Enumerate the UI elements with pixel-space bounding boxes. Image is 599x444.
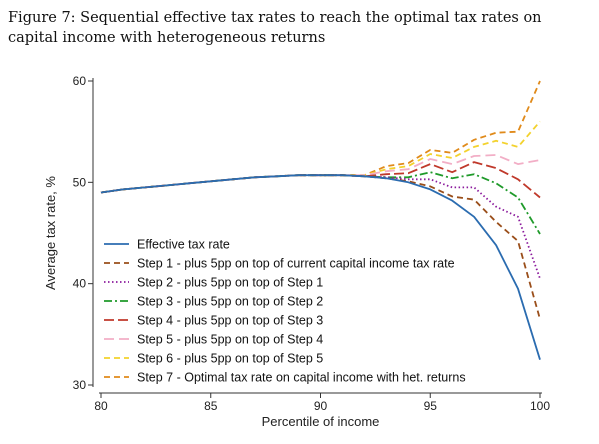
series-line-5 — [100, 161, 541, 199]
chart-axes: 30 40 50 60 80 85 90 95 100 — [73, 74, 551, 413]
legend-label-7: Step 6 - plus 5pp on top of Step 5 — [137, 352, 323, 366]
y-axis-label: Average tax rate, % — [43, 176, 58, 290]
x-tick-label: 100 — [530, 399, 550, 413]
series-line-7 — [100, 120, 541, 194]
figure-caption: Figure 7: Sequential effective tax rates… — [8, 10, 542, 46]
y-tick-label: 50 — [73, 175, 87, 189]
chart-series-lines — [100, 80, 541, 360]
x-tick-label: 90 — [314, 399, 328, 413]
legend-label-1: Effective tax rate — [137, 238, 230, 252]
legend-label-4: Step 3 - plus 5pp on top of Step 2 — [137, 295, 323, 309]
series-line-1 — [100, 174, 541, 360]
chart-legend: Effective tax rate Step 1 - plus 5pp on t… — [104, 238, 466, 385]
x-tick-label: 80 — [94, 399, 108, 413]
y-tick-label: 60 — [73, 74, 87, 88]
legend-label-5: Step 4 - plus 5pp on top of Step 3 — [137, 314, 323, 328]
y-tick-label: 40 — [73, 277, 87, 291]
x-axis-label: Percentile of income — [262, 414, 380, 429]
x-tick-label: 85 — [204, 399, 218, 413]
x-tick-label: 95 — [424, 399, 438, 413]
legend-label-2: Step 1 - plus 5pp on top of current capi… — [137, 257, 455, 271]
legend-label-3: Step 2 - plus 5pp on top of Step 1 — [137, 276, 323, 290]
legend-label-8: Step 7 - Optimal tax rate on capital inc… — [137, 371, 466, 385]
legend-label-6: Step 5 - plus 5pp on top of Step 4 — [137, 333, 323, 347]
y-tick-label: 30 — [73, 378, 87, 392]
series-line-4 — [100, 171, 541, 235]
